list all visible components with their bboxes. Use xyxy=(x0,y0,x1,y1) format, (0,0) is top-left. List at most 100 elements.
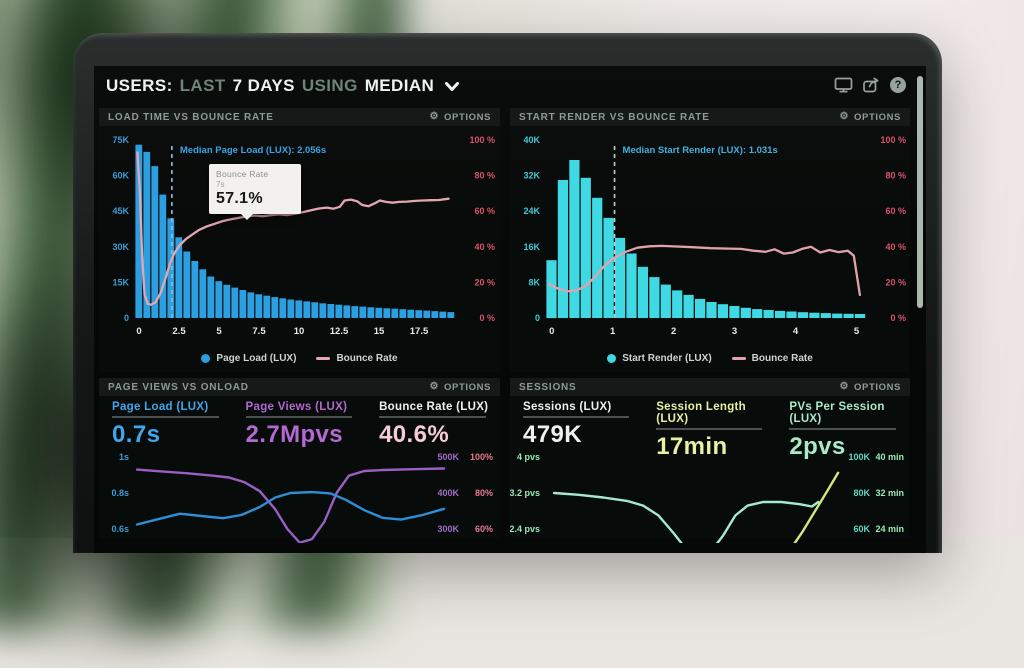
bar xyxy=(649,277,660,318)
bar xyxy=(615,237,626,318)
title-last: LAST xyxy=(179,76,226,95)
stat-underline xyxy=(789,428,896,430)
legend-item-bounce-rate[interactable]: Bounce Rate xyxy=(731,353,813,364)
session-length-lux--line xyxy=(793,471,840,543)
legend-dot-icon xyxy=(607,353,617,363)
panel-page-views-vs-onload: PAGE VIEWS VS ONLOAD ⚙ OPTIONS Page Load… xyxy=(99,378,500,543)
options-button[interactable]: ⚙ OPTIONS xyxy=(429,112,491,123)
legend-dot-icon xyxy=(201,353,211,363)
page-views-sparkline-chart[interactable]: 1s 0.8s 0.6s 500K 400K 300K 100% 80% 60% xyxy=(99,449,500,543)
bar xyxy=(855,314,866,318)
chart-legend: Start Render (LUX) Bounce Rate xyxy=(510,344,910,372)
stat-value: 40.6% xyxy=(379,421,450,448)
start-render-chart[interactable]: 40K 32K 24K 16K 8K 0 100 % 80 % 60 % 40 % 20 % 0 % 0… xyxy=(510,126,910,344)
legend-item-start-render[interactable]: Start Render (LUX) xyxy=(607,352,712,364)
bar xyxy=(311,302,319,318)
bar xyxy=(159,194,167,318)
y-axis-right-tick: 60 % xyxy=(885,206,906,216)
bounce-rate-tooltip: Bounce Rate 7s 57.1% xyxy=(209,164,301,220)
y-axis-right-tick: 20 % xyxy=(474,277,495,287)
options-button[interactable]: ⚙ OPTIONS xyxy=(839,112,901,123)
bar xyxy=(319,303,327,318)
bar xyxy=(740,307,751,318)
spark-left-tick: 4 pvs xyxy=(517,452,540,462)
bar xyxy=(569,160,580,318)
stat-session-length: Session Length (LUX) 17min xyxy=(643,401,776,460)
x-axis-tick: 0 xyxy=(549,326,554,337)
laptop-bezel: USERS: LAST 7 DAYS USING MEDIAN xyxy=(73,33,942,553)
scrollbar[interactable] xyxy=(917,76,923,308)
display-icon[interactable] xyxy=(834,77,853,93)
bar xyxy=(375,307,383,318)
y-axis-right-tick: 0 % xyxy=(890,313,906,323)
stat-label: PVs Per Session (LUX) xyxy=(789,401,885,425)
load-time-chart[interactable]: 75K 60K 45K 30K 15K 0 100 % 80 % 60 % 40 % 20 % 0 %… xyxy=(99,126,500,344)
bar xyxy=(359,306,367,318)
bar xyxy=(215,281,223,318)
bar xyxy=(367,307,375,318)
y-axis-right-tick: 80 % xyxy=(474,171,495,181)
bar xyxy=(546,260,557,319)
x-axis-tick: 3 xyxy=(732,326,737,337)
bar xyxy=(191,261,199,318)
spark-left-tick: 0.6s xyxy=(111,524,129,534)
bar xyxy=(580,177,591,318)
bar xyxy=(231,287,239,318)
legend-item-bounce-rate[interactable]: Bounce Rate xyxy=(316,353,398,364)
page-views-lux--line xyxy=(135,467,446,543)
bar xyxy=(752,309,763,318)
y-axis-left-tick: 30K xyxy=(112,242,129,252)
share-icon[interactable] xyxy=(863,77,880,93)
bar xyxy=(247,292,255,318)
pvs-per-session-lux--line xyxy=(552,491,820,543)
bar xyxy=(797,312,808,318)
gear-icon: ⚙ xyxy=(429,111,440,122)
stat-value: 17min xyxy=(656,433,728,460)
bar xyxy=(407,309,415,318)
stat-value: 2.7Mpvs xyxy=(245,421,344,448)
title-using: USING xyxy=(301,76,358,95)
legend-label: Start Render (LUX) xyxy=(622,352,712,364)
bar xyxy=(786,311,797,318)
x-axis-tick: 1 xyxy=(610,326,616,337)
stat-label: Sessions (LUX) xyxy=(523,401,612,413)
x-axis-tick: 2.5 xyxy=(172,326,186,337)
y-axis-left-tick: 24K xyxy=(523,206,540,216)
bar xyxy=(592,197,603,318)
options-button[interactable]: ⚙ OPTIONS xyxy=(429,382,491,393)
time-range-dropdown[interactable]: USERS: LAST 7 DAYS USING MEDIAN xyxy=(106,76,460,96)
bar xyxy=(383,308,391,318)
options-button[interactable]: ⚙ OPTIONS xyxy=(839,382,901,393)
bar xyxy=(279,298,287,318)
title-median: MEDIAN xyxy=(364,76,435,95)
gear-icon: ⚙ xyxy=(839,111,850,122)
stat-underline xyxy=(379,416,486,418)
bar xyxy=(832,313,843,319)
stat-underline xyxy=(656,428,763,430)
page-load-lux--line xyxy=(135,490,446,526)
spark-right-tick-secondary: 100% xyxy=(470,452,493,462)
bar xyxy=(660,284,671,318)
trend-line xyxy=(136,151,450,306)
spark-left-tick: 3.2 pvs xyxy=(510,488,540,498)
bar xyxy=(303,301,311,318)
spark-right-tick-secondary: 40 min xyxy=(875,452,904,462)
median-label: Median Page Load (LUX): 2.056s xyxy=(180,145,326,156)
y-axis-left-tick: 0 xyxy=(535,313,540,323)
panel-title: START RENDER VS BOUNCE RATE xyxy=(519,111,710,123)
bar xyxy=(183,251,191,318)
stat-label: Page Views (LUX) xyxy=(245,401,348,413)
bar xyxy=(626,253,637,318)
panel-title: PAGE VIEWS VS ONLOAD xyxy=(108,381,249,393)
bar xyxy=(820,313,831,318)
bar xyxy=(143,151,151,318)
help-icon[interactable]: ? xyxy=(890,77,906,93)
options-label: OPTIONS xyxy=(444,111,491,123)
bar xyxy=(167,218,175,318)
bar xyxy=(809,312,820,318)
bar xyxy=(151,166,159,318)
bar xyxy=(223,284,231,318)
legend-item-page-load[interactable]: Page Load (LUX) xyxy=(201,353,296,364)
sessions-sparkline-chart[interactable]: 4 pvs 3.2 pvs 2.4 pvs 100K 80K 60K 40 min 32 mi… xyxy=(510,449,910,543)
y-axis-left-tick: 15K xyxy=(112,277,129,287)
